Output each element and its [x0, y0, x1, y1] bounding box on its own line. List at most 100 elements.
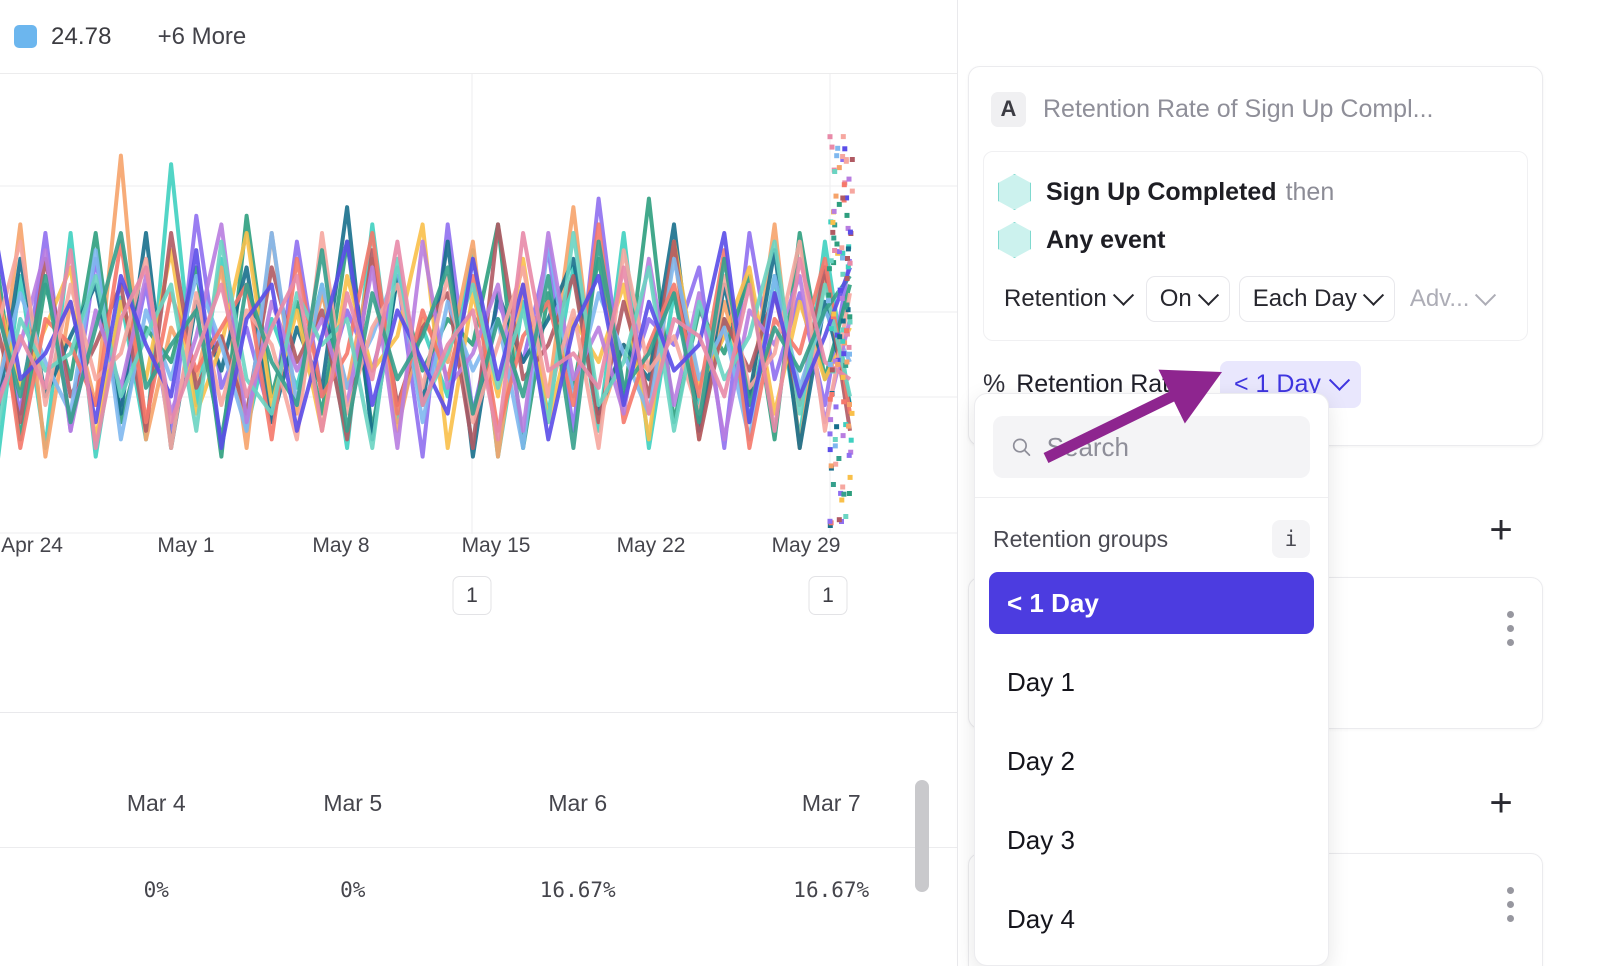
x-axis-tick-2: May 8 [312, 534, 370, 557]
dropdown-item-3[interactable]: Day 3 [1007, 824, 1075, 855]
dropdown-item-list: < 1 Day Day 1 Day 2 Day 3 Day 4 [975, 572, 1328, 950]
add-query-button-1[interactable]: + [1489, 508, 1513, 552]
table-column-header-0: Mar 4 [58, 760, 255, 848]
chart-point-marker [840, 271, 846, 277]
event-row-1[interactable]: Any event [984, 216, 1527, 264]
line-chart[interactable] [0, 74, 957, 534]
chart-point-marker [839, 497, 845, 503]
chart-point-marker [836, 456, 842, 461]
chart-point-marker [831, 235, 837, 241]
chart-point-marker [838, 490, 844, 496]
chart-point-marker [839, 295, 845, 301]
dropdown-item-2[interactable]: Day 2 [1007, 745, 1075, 776]
x-axis-tick-0: Apr 24 [1, 534, 63, 557]
kebab-menu-icon[interactable] [1506, 611, 1514, 646]
dropdown-item-1[interactable]: Day 1 [1007, 666, 1075, 697]
chart-point-marker [847, 351, 852, 357]
chart-point-marker [834, 424, 840, 430]
chart-annotation-badge-0[interactable]: 1 [452, 576, 492, 615]
chart-point-marker [827, 447, 833, 453]
retention-table-wrapper: Mar 4 Mar 5 Mar 6 Mar 7 0% 0% 16.67% 16.67% [0, 760, 957, 902]
chart-point-marker [842, 304, 848, 310]
dropdown-search-box[interactable] [993, 416, 1310, 478]
chart-point-marker [849, 410, 855, 416]
chart-point-marker [846, 176, 852, 182]
chevron-down-icon [1475, 284, 1497, 306]
chart-point-marker [827, 396, 833, 402]
query-card-title[interactable]: Retention Rate of Sign Up Compl... [1043, 94, 1434, 123]
chart-point-marker [845, 225, 851, 231]
dropdown-item-4[interactable]: Day 4 [1007, 903, 1075, 934]
chart-point-marker [846, 344, 852, 350]
control-retention[interactable]: Retention [998, 277, 1137, 321]
chart-point-marker [827, 523, 833, 528]
chart-point-marker [829, 367, 835, 373]
event-definition-box: Sign Up Completed then Any event Retenti… [983, 151, 1528, 341]
chart-point-marker [844, 359, 850, 365]
chart-point-marker [848, 437, 854, 443]
chart-point-marker [828, 258, 834, 264]
chart-point-marker [848, 449, 854, 455]
panel-divider [0, 712, 957, 713]
chart-point-marker [847, 402, 852, 407]
chart-point-marker [827, 518, 833, 524]
table-scrollbar-thumb[interactable] [915, 780, 929, 892]
chart-series-s13 [0, 231, 852, 450]
chart-point-marker [844, 331, 850, 337]
table-cell-1: 0% [340, 878, 366, 902]
legend-more-button[interactable]: +6 More [157, 22, 247, 50]
chart-point-marker [830, 229, 836, 235]
legend-color-swatch [14, 25, 37, 48]
control-advanced-label: Adv... [1409, 285, 1470, 312]
chart-point-marker [841, 491, 847, 497]
chevron-down-icon [1112, 284, 1134, 306]
chart-point-marker [846, 491, 852, 496]
chart-point-marker [847, 319, 853, 325]
dropdown-item-0[interactable]: < 1 Day [989, 572, 1314, 634]
chart-point-marker [827, 431, 833, 437]
table-column-header-3: Mar 7 [704, 760, 957, 848]
chart-point-marker [844, 212, 850, 218]
x-axis-tick-4: May 22 [616, 534, 686, 557]
dropdown-group-header: Retention groups i [975, 498, 1328, 572]
chart-point-marker [833, 404, 839, 410]
chart-point-marker [829, 144, 835, 150]
chart-point-marker [844, 195, 850, 201]
chevron-down-icon [1190, 369, 1213, 391]
chart-point-marker [840, 134, 846, 140]
kebab-menu-icon[interactable] [1506, 887, 1514, 922]
chart-point-marker [832, 358, 838, 364]
table-header-row: Mar 4 Mar 5 Mar 6 Mar 7 [0, 760, 957, 848]
chart-point-marker [839, 245, 845, 251]
chart-point-marker [840, 484, 846, 490]
search-input[interactable] [1046, 431, 1293, 463]
add-query-button-2[interactable]: + [1489, 781, 1513, 825]
search-icon [1012, 438, 1031, 456]
chart-point-marker [841, 351, 847, 357]
chart-panel: 24.78 +6 More Apr 24 May 1 May 8 May 15 May … [0, 0, 958, 966]
chart-point-marker [826, 266, 832, 272]
chart-point-marker [845, 307, 851, 313]
chart-series-s9 [0, 222, 852, 450]
chart-point-marker [830, 482, 836, 487]
control-each-day[interactable]: Each Day [1238, 276, 1395, 322]
table-row: 0% 0% 16.67% 16.67% [0, 848, 957, 902]
chart-point-marker [832, 169, 838, 174]
x-axis-tick-3: May 15 [461, 534, 531, 557]
chart-point-marker [847, 314, 853, 320]
chart-point-marker [840, 195, 846, 201]
chart-annotation-badge-1[interactable]: 1 [808, 576, 848, 615]
table-column-header-2: Mar 6 [450, 760, 705, 848]
info-icon[interactable]: i [1272, 520, 1310, 558]
event-label-1: Any event [1046, 225, 1166, 254]
control-advanced[interactable]: Adv... [1404, 277, 1500, 321]
chart-series-s15 [0, 231, 852, 450]
event-row-0[interactable]: Sign Up Completed then [984, 168, 1527, 216]
control-on[interactable]: On [1145, 276, 1230, 322]
chart-point-marker [827, 134, 833, 140]
table-scrollbar[interactable] [915, 780, 929, 960]
event-hexagon-icon [998, 174, 1031, 210]
table-column-header-1: Mar 5 [254, 760, 451, 848]
x-axis-tick-1: May 1 [157, 534, 215, 557]
query-card-a: A Retention Rate of Sign Up Compl... Sig… [968, 66, 1543, 446]
